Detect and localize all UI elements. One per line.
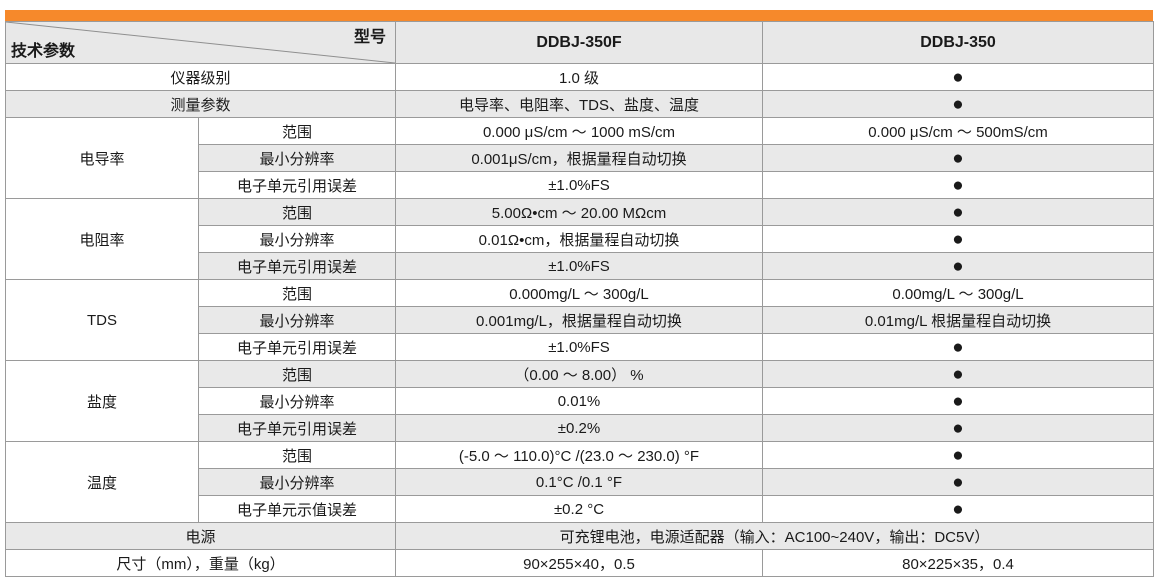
table-row: 电源 可充锂电池，电源适配器（输入：AC100~240V，输出：DC5V）	[5, 522, 1154, 550]
bullet-cell: ●	[762, 171, 1154, 199]
value-cell: 90×255×40，0.5	[395, 549, 763, 577]
bullet-cell: ●	[762, 468, 1154, 496]
param-label-cell: 范围	[198, 198, 396, 226]
param-label-cell: 范围	[198, 360, 396, 388]
value-cell: 可充锂电池，电源适配器（输入：AC100~240V，输出：DC5V）	[395, 522, 1154, 550]
table-row: 仪器级别 1.0 级 ●	[5, 63, 1154, 91]
param-group-cell: 电导率	[5, 117, 199, 199]
value-cell: 80×225×35，0.4	[762, 549, 1154, 577]
corner-cell: 型号 技术参数	[5, 21, 396, 64]
bullet-cell: ●	[762, 495, 1154, 523]
param-label-cell: 电子单元示值误差	[198, 495, 396, 523]
value-cell: 1.0 级	[395, 63, 763, 91]
param-label-cell: 最小分辨率	[198, 225, 396, 253]
bullet-cell: ●	[762, 387, 1154, 415]
bullet-cell: ●	[762, 90, 1154, 118]
param-group-cell: 盐度	[5, 360, 199, 442]
table-row: 盐度 范围 （0.00 ～ 8.00） % ●	[5, 360, 1154, 442]
param-label-cell: 最小分辨率	[198, 468, 396, 496]
bullet-cell: ●	[762, 252, 1154, 280]
table-row: 测量参数 电导率、电阻率、TDS、盐度、温度 ●	[5, 90, 1154, 118]
value-cell: ±1.0%FS	[395, 333, 763, 361]
spec-table-header: 型号 技术参数 DDBJ-350F DDBJ-350	[5, 21, 1154, 64]
param-label-cell: 测量参数	[5, 90, 396, 118]
param-label-cell: 电子单元引用误差	[198, 414, 396, 442]
param-label-cell: 电源	[5, 522, 396, 550]
table-row: TDS 范围 0.000mg/L ～ 300g/L 0.00mg/L ～ 300g/L	[5, 279, 1154, 361]
param-label-cell: 范围	[198, 117, 396, 145]
bullet-cell: ●	[762, 414, 1154, 442]
param-group-cell: TDS	[5, 279, 199, 361]
value-cell: 0.001μS/cm，根据量程自动切换	[395, 144, 763, 172]
table-row: 尺寸（mm），重量（kg） 90×255×40，0.5 80×225×35，0.4	[5, 549, 1154, 577]
value-cell: 0.000mg/L ～ 300g/L	[395, 279, 763, 307]
param-label-cell: 电子单元引用误差	[198, 333, 396, 361]
bullet-cell: ●	[762, 198, 1154, 226]
bullet-cell: ●	[762, 225, 1154, 253]
table-row: 温度 范围 (-5.0 ～ 110.0)°C /(23.0 ～ 230.0) °F ●	[5, 441, 1154, 523]
value-cell: ±0.2 °C	[395, 495, 763, 523]
diagonal-divider	[6, 22, 395, 63]
bullet-cell: ●	[762, 441, 1154, 469]
corner-label-model: 型号	[353, 29, 386, 46]
param-label-cell: 尺寸（mm），重量（kg）	[5, 549, 396, 577]
value-cell: 0.001mg/L，根据量程自动切换	[395, 306, 763, 334]
param-label-cell: 电子单元引用误差	[198, 171, 396, 199]
bullet-cell: ●	[762, 63, 1154, 91]
param-group-cell: 电阻率	[5, 198, 199, 280]
value-cell: ±1.0%FS	[395, 252, 763, 280]
value-cell: (-5.0 ～ 110.0)°C /(23.0 ～ 230.0) °F	[395, 441, 763, 469]
param-group-cell: 温度	[5, 441, 199, 523]
value-cell: 5.00Ω•cm ～ 20.00 MΩcm	[395, 198, 763, 226]
bullet-cell: ●	[762, 360, 1154, 388]
value-cell: 0.01%	[395, 387, 763, 415]
value-cell: ±0.2%	[395, 414, 763, 442]
corner-label-tech-params: 技术参数	[11, 43, 76, 60]
value-cell: ±1.0%FS	[395, 171, 763, 199]
table-row: 电阻率 范围 5.00Ω•cm ～ 20.00 MΩcm ●	[5, 198, 1154, 280]
param-label-cell: 仪器级别	[5, 63, 396, 91]
value-cell: 电导率、电阻率、TDS、盐度、温度	[395, 90, 763, 118]
value-cell: （0.00 ～ 8.00） %	[395, 360, 763, 388]
accent-bar	[5, 10, 1153, 21]
param-label-cell: 电子单元引用误差	[198, 252, 396, 280]
spec-table-body: 仪器级别 1.0 级 ● 测量参数 电导率、电阻率、TDS、盐度、温度 ● 电导率 范围 0.0…	[5, 63, 1154, 577]
value-cell: 0.01mg/L 根据量程自动切换	[762, 306, 1154, 334]
param-label-cell: 范围	[198, 441, 396, 469]
value-cell: 0.00mg/L ～ 300g/L	[762, 279, 1154, 307]
column-header-ddbj-350f: DDBJ-350F	[395, 21, 763, 64]
bullet-cell: ●	[762, 144, 1154, 172]
value-cell: 0.000 μS/cm ～ 1000 mS/cm	[395, 117, 763, 145]
param-label-cell: 最小分辨率	[198, 306, 396, 334]
param-label-cell: 范围	[198, 279, 396, 307]
header-row: 型号 技术参数 DDBJ-350F DDBJ-350	[5, 21, 1154, 64]
value-cell: 0.000 μS/cm ～ 500mS/cm	[762, 117, 1154, 145]
table-row: 电导率 范围 0.000 μS/cm ～ 1000 mS/cm 0.000 μS/cm…	[5, 117, 1154, 199]
column-header-ddbj-350: DDBJ-350	[762, 21, 1154, 64]
param-label-cell: 最小分辨率	[198, 144, 396, 172]
spec-table: 型号 技术参数 DDBJ-350F DDBJ-350 仪器级别 1.0 级 ● 测量参…	[5, 21, 1154, 577]
value-cell: 0.01Ω•cm，根据量程自动切换	[395, 225, 763, 253]
param-label-cell: 最小分辨率	[198, 387, 396, 415]
value-cell: 0.1°C /0.1 °F	[395, 468, 763, 496]
bullet-cell: ●	[762, 333, 1154, 361]
